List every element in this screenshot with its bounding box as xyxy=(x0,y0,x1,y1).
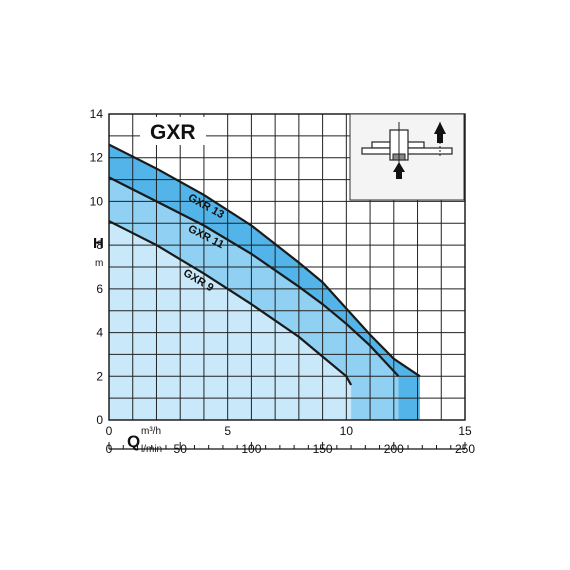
secondary-tick-label: 50 xyxy=(174,442,188,456)
curve-line xyxy=(108,176,400,378)
y-tick-label: 8 xyxy=(96,238,103,252)
secondary-tick-label: 250 xyxy=(455,442,475,456)
y-tick-label: 6 xyxy=(96,282,103,296)
curve-line xyxy=(108,220,353,386)
plot-frame xyxy=(108,113,466,421)
secondary-tick-label: 150 xyxy=(313,442,333,456)
band-gxr-11-to-13 xyxy=(109,144,420,420)
x-tick-label: 15 xyxy=(458,424,472,438)
y-tick-label: 2 xyxy=(96,369,103,383)
secondary-tick-label: 100 xyxy=(241,442,261,456)
x-tick-label: 5 xyxy=(224,424,231,438)
x-tick-label: 0 xyxy=(106,424,113,438)
band-under-gxr-9 xyxy=(109,221,352,420)
secondary-tick-label: 200 xyxy=(384,442,404,456)
pump-diagram-icon xyxy=(349,113,465,201)
y-axis-unit: m xyxy=(95,258,103,269)
x-tick-label: 10 xyxy=(340,424,354,438)
tick-labels: 0 2 4 6 8 10 12 14 0 5 10 15 xyxy=(90,107,472,438)
title-box xyxy=(140,117,206,145)
x-axis-label: Q xyxy=(127,432,140,451)
curve-line xyxy=(108,143,421,378)
y-tick-label: 4 xyxy=(96,326,103,340)
y-axis-label: H xyxy=(93,235,104,252)
y-tick-label: 12 xyxy=(90,151,104,165)
y-tick-label: 0 xyxy=(96,413,103,427)
secondary-tick-label: 0 xyxy=(106,442,113,456)
secondary-x-axis: 0 50 100 150 200 250 xyxy=(106,442,475,456)
x-axis-unit-primary: m³/h xyxy=(141,426,161,437)
y-tick-label: 14 xyxy=(90,107,104,121)
chart-title: GXR xyxy=(150,121,196,144)
y-tick-label: 10 xyxy=(90,194,104,208)
